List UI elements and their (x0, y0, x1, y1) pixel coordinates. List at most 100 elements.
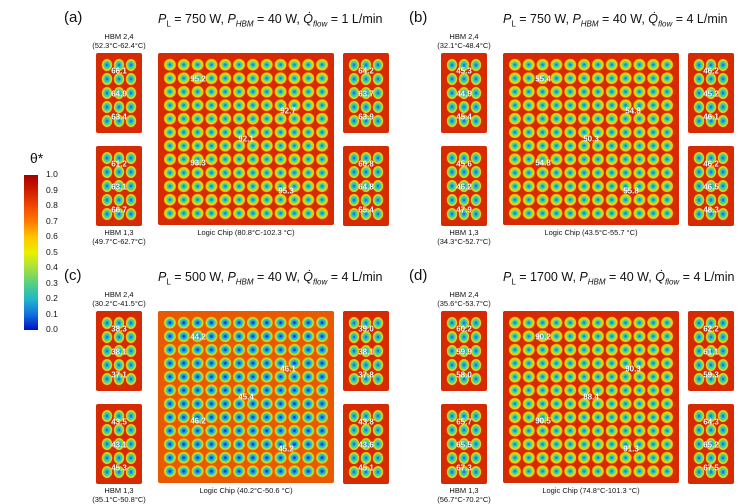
coolant-cell (348, 165, 360, 179)
hbm-temperature-label: 39.0 (358, 324, 374, 334)
coolant-cell (536, 357, 549, 370)
coolant-cell (372, 100, 384, 114)
coolant-cell (550, 139, 563, 152)
coolant-cell (705, 114, 717, 128)
hbm-temperature-label: 65.7 (456, 417, 472, 427)
coolant-cell (315, 207, 329, 220)
hbm-temperature-label: 60.2 (456, 324, 472, 334)
coolant-cell (125, 114, 137, 128)
coolant-cell (660, 424, 674, 437)
coolant-cell (647, 207, 660, 220)
coolant-cell (564, 85, 577, 98)
coolant-cell (315, 357, 329, 370)
coolant-cell (288, 126, 301, 139)
coolant-cell (177, 180, 190, 193)
coolant-cell (113, 207, 125, 221)
coolant-cell (163, 207, 177, 220)
coolant-cell (191, 153, 204, 166)
coolant-cell (348, 437, 360, 451)
coolant-cell (302, 85, 315, 98)
coolant-cell (591, 397, 605, 410)
coolant-cell (302, 411, 315, 424)
coolant-cell (470, 423, 482, 437)
coolant-cell (647, 438, 660, 451)
hbm-stack-bottom-right: 46.2 46.5 48.3 (688, 146, 734, 226)
coolant-cell (564, 330, 577, 343)
coolant-cell (508, 370, 522, 383)
hbm-heatmap (343, 311, 389, 391)
coolant-cell (577, 397, 591, 410)
coolant-cell (260, 343, 273, 356)
hbm-temperature-label: 64.2 (358, 66, 374, 76)
coolant-cell (113, 465, 125, 479)
coolant-cell (205, 343, 218, 356)
coolant-cell (619, 153, 632, 166)
coolant-cell (191, 397, 204, 410)
hbm-name: HBM 2,4 (104, 32, 134, 41)
coolant-cell (205, 411, 218, 424)
coolant-cell (163, 384, 177, 397)
coolant-cell (446, 86, 458, 100)
coolant-cell (577, 139, 591, 152)
coolant-cell (288, 411, 301, 424)
coolant-cell (619, 438, 632, 451)
coolant-cell (274, 397, 287, 410)
coolant-cell (315, 99, 329, 112)
coolant-cell (163, 424, 177, 437)
coolant-cell (372, 451, 384, 465)
chip-temperature-label: 45.4 (238, 392, 254, 402)
coolant-cell (705, 86, 717, 100)
hbm-temperature-label: 63.9 (358, 112, 374, 122)
hbm-stack-top-right: 39.0 38.1 37.8 (343, 311, 389, 391)
coolant-cell (360, 372, 372, 386)
coolant-cell (647, 85, 660, 98)
coolant-cell (605, 85, 618, 98)
coolant-cell (705, 316, 717, 330)
hbm-heatmap (688, 404, 734, 484)
coolant-cell (564, 207, 577, 220)
coolant-cell (205, 72, 218, 85)
hbm-heatmap (96, 311, 142, 391)
coolant-cell (446, 165, 458, 179)
coolant-cell (360, 193, 372, 207)
hbm-heatmap (688, 53, 734, 133)
hbm-name: HBM 1,3 (449, 486, 479, 495)
coolant-cell (360, 316, 372, 330)
panel-letter: (b) (409, 9, 428, 26)
hbm-temperature-label: 37.8 (358, 370, 374, 380)
coolant-cell (246, 316, 260, 329)
coolant-cell (232, 139, 246, 152)
coolant-cell (591, 72, 605, 85)
coolant-cell (246, 193, 260, 206)
coolant-cell (232, 112, 246, 125)
coolant-cell (508, 343, 522, 356)
coolant-cell (163, 139, 177, 152)
hbm-temperature-label: 58.0 (456, 370, 472, 380)
coolant-cell (125, 423, 137, 437)
coolant-cell (591, 193, 605, 206)
coolant-cell (470, 207, 482, 221)
coolant-cell (288, 139, 301, 152)
hbm-stack-top-right: 64.2 63.7 63.9 (343, 53, 389, 133)
hbm-bottom-label: HBM 1,3 (56.7°C-70.2°C) (433, 486, 495, 504)
coolant-cell (125, 465, 137, 479)
coolant-cell (536, 465, 549, 478)
coolant-cell (348, 114, 360, 128)
coolant-cell (232, 465, 246, 478)
coolant-cell (647, 451, 660, 464)
coolant-cell (125, 179, 137, 193)
panel-title: PL = 750 W, PHBM = 40 W, Q̇flow = 4 L/mi… (503, 12, 728, 29)
coolant-cell (232, 451, 246, 464)
coolant-cell (619, 451, 632, 464)
coolant-cell (315, 166, 329, 179)
coolant-cell (550, 451, 563, 464)
coolant-cell (508, 58, 522, 71)
coolant-cell (191, 85, 204, 98)
coolant-cell (619, 72, 632, 85)
coolant-cell (446, 114, 458, 128)
coolant-cell (219, 72, 232, 85)
coolant-cell (717, 58, 729, 72)
coolant-cell (619, 207, 632, 220)
hbm-temperature-label: 60.8 (358, 159, 374, 169)
coolant-cell (605, 99, 618, 112)
